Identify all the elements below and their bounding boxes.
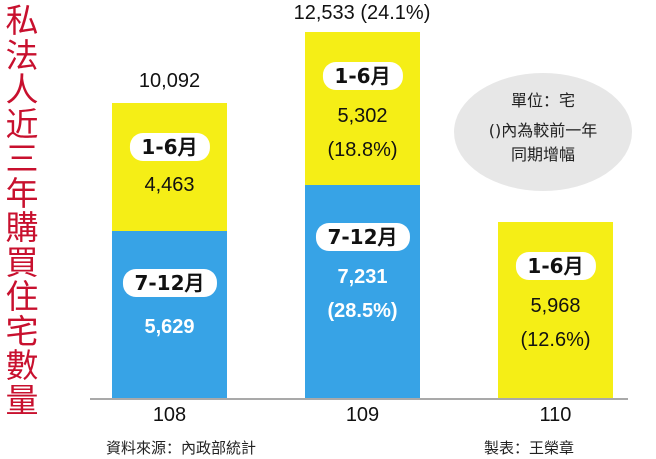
growth-note-line2: 同期增幅 — [510, 145, 575, 164]
title-char: 近 — [5, 104, 39, 144]
bar-110-h1-value: 5,968 — [530, 295, 581, 317]
title-char: 人 — [5, 70, 39, 109]
x-tick-108: 108 — [152, 404, 187, 426]
bar-109-h2-label: 7-12月 — [315, 223, 410, 251]
title-char: 宅 — [5, 311, 39, 351]
bar-108-h1-segment: 1-6月 4,463 — [112, 103, 227, 231]
bar-109-h2-segment: 7-12月 7,231 (28.5%) — [305, 185, 420, 398]
bar-108-h2-label: 7-12月 — [122, 269, 217, 297]
title-char: 住 — [5, 277, 39, 316]
title-char: 年 — [5, 173, 39, 213]
source-credit: 資料來源：內政部統計 — [106, 439, 257, 457]
bar-108-h2-value: 5,629 — [144, 316, 195, 338]
title-char: 法 — [5, 35, 39, 75]
bar-110-h1-growth: (12.6%) — [520, 329, 591, 351]
x-axis-line — [90, 398, 628, 400]
bar-109-h2-growth: (28.5%) — [327, 300, 398, 322]
chart-title-vertical: 私 法 人 近 三 年 購 買 住 宅 數 量 — [2, 1, 42, 420]
bar-109-h2-value: 7,231 — [337, 266, 388, 288]
growth-note-line1: ()內為較前一年 — [488, 121, 598, 140]
unit-label: 單位：宅 — [510, 91, 575, 110]
unit-note-bubble: 單位：宅 ()內為較前一年 同期增幅 — [454, 73, 632, 191]
title-char: 私 — [5, 1, 39, 40]
author-credit: 製表：王榮章 — [484, 439, 575, 457]
title-char: 量 — [5, 380, 39, 420]
title-char: 三 — [5, 139, 39, 178]
title-char: 購 — [5, 208, 39, 247]
bar-109-h1-label: 1-6月 — [322, 62, 403, 90]
bar-108-h1-label: 1-6月 — [129, 133, 210, 161]
bar-108-h2-segment: 7-12月 5,629 — [112, 231, 227, 398]
bar-110-h1-segment: 1-6月 5,968 (12.6%) — [498, 222, 613, 398]
bar-109-h1-value: 5,302 — [337, 105, 388, 127]
title-char: 數 — [5, 346, 39, 385]
title-char: 買 — [5, 242, 39, 282]
bar-110-h1-label: 1-6月 — [515, 252, 596, 280]
bar-109-total: 12,533 (24.1%) — [293, 2, 431, 24]
bar-109-h1-segment: 1-6月 5,302 (18.8%) — [305, 32, 420, 185]
x-tick-109: 109 — [345, 404, 380, 426]
bar-109-h1-growth: (18.8%) — [327, 139, 398, 161]
bar-108-h1-value: 4,463 — [144, 174, 195, 196]
x-tick-110: 110 — [539, 404, 572, 426]
bar-108-total: 10,092 — [138, 70, 201, 92]
